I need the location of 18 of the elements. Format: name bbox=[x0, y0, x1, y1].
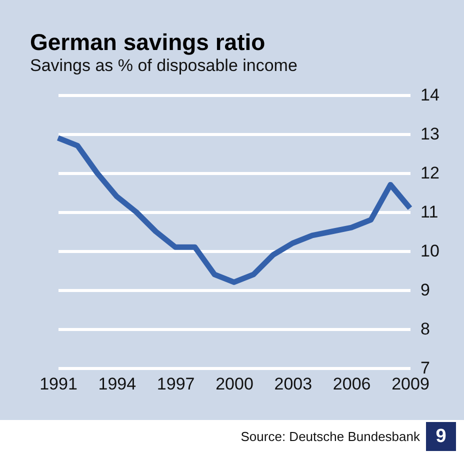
x-tick-label: 2003 bbox=[274, 374, 312, 394]
chart-title: German savings ratio bbox=[30, 29, 266, 55]
y-tick-label: 14 bbox=[420, 86, 440, 104]
y-tick-label: 10 bbox=[420, 242, 440, 260]
y-tick-label: 13 bbox=[420, 124, 440, 144]
x-tick-label: 1997 bbox=[156, 374, 195, 394]
y-tick-label: 8 bbox=[420, 320, 430, 338]
y-tick-label: 12 bbox=[420, 164, 440, 182]
y-tick-label: 7 bbox=[420, 358, 430, 378]
y-tick-label: 11 bbox=[420, 202, 438, 222]
x-tick-label: 2009 bbox=[392, 374, 430, 394]
x-tick-label: 2006 bbox=[332, 374, 371, 394]
chart-subtitle: Savings as % of disposable income bbox=[30, 56, 298, 75]
x-tick-label: 1994 bbox=[98, 374, 136, 394]
source-note: Source: Deutsche Bundesbank bbox=[240, 429, 420, 444]
x-tick-label: 1991 bbox=[40, 374, 78, 394]
y-tick-label: 9 bbox=[420, 280, 430, 300]
x-tick-label: 2000 bbox=[216, 374, 254, 394]
